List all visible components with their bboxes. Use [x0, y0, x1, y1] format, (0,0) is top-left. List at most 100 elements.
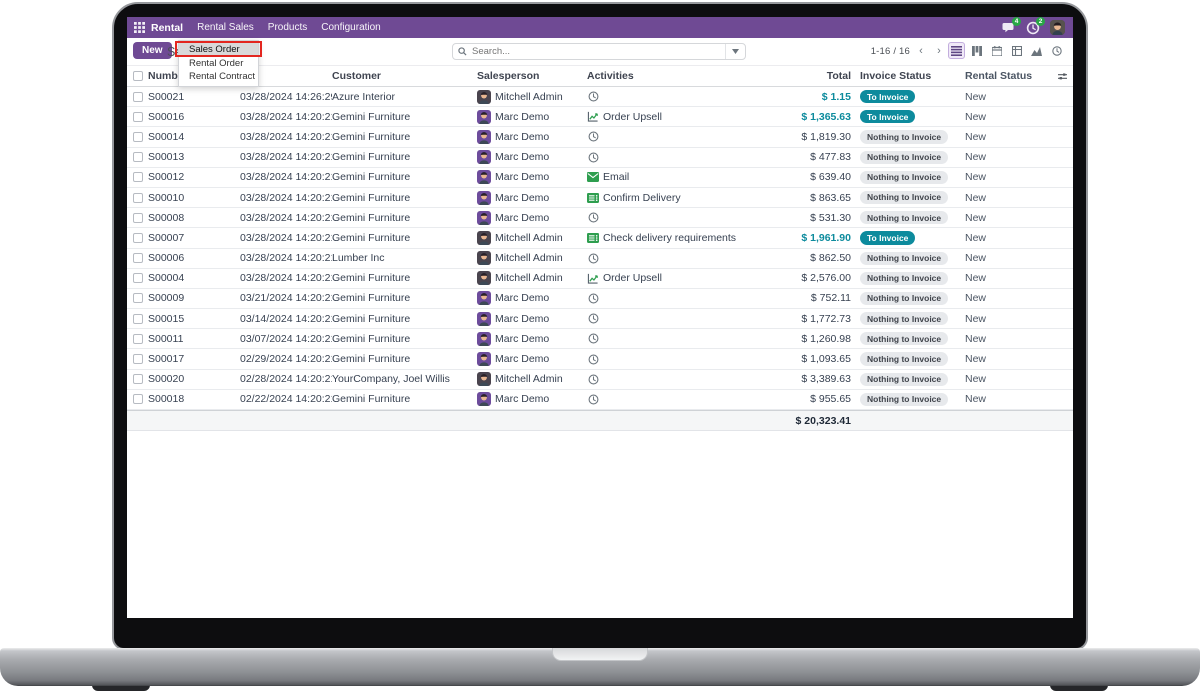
- kanban-view-button[interactable]: [968, 42, 985, 59]
- invoice-status-badge: Nothing to Invoice: [860, 150, 949, 164]
- table-row[interactable]: S00016 03/28/2024 14:20:21 Gemini Furnit…: [127, 107, 1073, 128]
- row-checkbox[interactable]: [132, 354, 143, 365]
- order-date: 02/22/2024 14:20:21: [240, 393, 332, 406]
- search-bar[interactable]: [452, 43, 746, 60]
- table-row[interactable]: S00009 03/21/2024 14:20:21 Gemini Furnit…: [127, 288, 1073, 310]
- customer-name: Gemini Furniture: [332, 110, 411, 123]
- table-row[interactable]: S00006 03/28/2024 14:20:21 Lumber Inc Mi…: [127, 248, 1073, 269]
- row-checkbox[interactable]: [132, 131, 143, 142]
- calendar-view-button[interactable]: [988, 42, 1005, 59]
- header-total[interactable]: Total: [826, 70, 851, 82]
- activity-cell[interactable]: Check delivery requirements: [587, 232, 737, 244]
- activity-cell[interactable]: [587, 333, 737, 345]
- customer-name: Azure Interior: [332, 90, 396, 103]
- activity-cell[interactable]: Confirm Delivery: [587, 192, 737, 204]
- customer-name: Gemini Furniture: [332, 171, 411, 184]
- pivot-view-button[interactable]: [1008, 42, 1025, 59]
- activity-cell[interactable]: Order Upsell: [587, 272, 737, 284]
- pager-prev-button[interactable]: ‹: [913, 43, 929, 59]
- table-row[interactable]: S00017 02/29/2024 14:20:21 Gemini Furnit…: [127, 349, 1073, 370]
- table-row[interactable]: S00008 03/28/2024 14:20:21 Gemini Furnit…: [127, 208, 1073, 229]
- activity-cell[interactable]: [587, 373, 737, 385]
- table-row[interactable]: S00015 03/14/2024 14:20:21 Gemini Furnit…: [127, 309, 1073, 330]
- menu-rental-sales[interactable]: Rental Sales: [197, 22, 254, 33]
- activity-cell[interactable]: [587, 393, 737, 405]
- select-all-checkbox[interactable]: [132, 71, 143, 81]
- order-date: 03/28/2024 14:20:21: [240, 191, 332, 204]
- activity-cell[interactable]: [587, 252, 737, 264]
- table-row[interactable]: S00004 03/28/2024 14:20:21 Gemini Furnit…: [127, 268, 1073, 289]
- list-view-button[interactable]: [948, 42, 965, 59]
- new-button[interactable]: New: [133, 42, 172, 59]
- invoice-status-cell: To Invoice: [851, 90, 956, 104]
- activity-cell[interactable]: Email: [587, 171, 737, 183]
- table-row[interactable]: S00012 03/28/2024 14:20:21 Gemini Furnit…: [127, 167, 1073, 188]
- salesperson-name: Mitchell Admin: [495, 373, 563, 386]
- activity-cell[interactable]: [587, 353, 737, 365]
- menu-configuration[interactable]: Configuration: [321, 22, 381, 33]
- activities-clock-icon[interactable]: 2: [1026, 17, 1045, 35]
- menu-products[interactable]: Products: [267, 22, 308, 33]
- row-checkbox[interactable]: [132, 374, 143, 385]
- search-dropdown-toggle[interactable]: [725, 44, 745, 59]
- row-checkbox[interactable]: [132, 253, 143, 264]
- table-row[interactable]: S00018 02/22/2024 14:20:21 Gemini Furnit…: [127, 389, 1073, 410]
- activity-view-button[interactable]: [1048, 42, 1065, 59]
- header-customer[interactable]: Customer: [332, 70, 382, 82]
- messages-icon[interactable]: 4: [1002, 17, 1021, 35]
- activity-cell[interactable]: [587, 313, 737, 325]
- table-row[interactable]: S00011 03/07/2024 14:20:21 Gemini Furnit…: [127, 329, 1073, 350]
- order-date: 02/28/2024 14:20:21: [240, 373, 332, 386]
- row-checkbox[interactable]: [132, 232, 143, 243]
- pager-next-button[interactable]: ›: [931, 43, 947, 59]
- activity-cell[interactable]: [587, 131, 737, 143]
- topbar-right: 4 2: [1002, 17, 1065, 35]
- header-activities[interactable]: Activities: [587, 70, 634, 82]
- table-row[interactable]: S00007 03/28/2024 14:20:21 Gemini Furnit…: [127, 228, 1073, 249]
- order-total: $ 1,772.73: [801, 312, 851, 325]
- table-row[interactable]: S00021 03/28/2024 14:26:29 Azure Interio…: [127, 87, 1073, 108]
- order-date: 03/28/2024 14:20:21: [240, 171, 332, 184]
- row-checkbox[interactable]: [132, 333, 143, 344]
- activity-cell[interactable]: [587, 212, 737, 224]
- rental-status: New: [965, 332, 987, 345]
- row-checkbox[interactable]: [132, 91, 143, 102]
- row-checkbox[interactable]: [132, 192, 143, 203]
- footer-total: $ 20,323.41: [795, 414, 851, 427]
- header-number[interactable]: Number: [148, 70, 188, 82]
- activity-cell[interactable]: [587, 151, 737, 163]
- row-checkbox[interactable]: [132, 152, 143, 163]
- dropdown-item-rental-order[interactable]: Rental Order: [189, 57, 244, 69]
- row-checkbox[interactable]: [132, 111, 143, 122]
- table-row[interactable]: S00010 03/28/2024 14:20:21 Gemini Furnit…: [127, 187, 1073, 209]
- row-checkbox[interactable]: [132, 313, 143, 324]
- order-number: S00010: [148, 191, 185, 204]
- app-name[interactable]: Rental: [151, 21, 184, 34]
- header-salesperson[interactable]: Salesperson: [477, 70, 540, 82]
- graph-view-button[interactable]: [1028, 42, 1045, 59]
- salesperson-cell: Mitchell Admin: [477, 271, 587, 286]
- search-input[interactable]: [472, 46, 725, 57]
- header-invoice-status[interactable]: Invoice Status: [860, 70, 932, 82]
- salesperson-avatar: [477, 109, 491, 124]
- user-avatar[interactable]: [1050, 20, 1065, 35]
- row-checkbox[interactable]: [132, 273, 143, 284]
- apps-grid-icon[interactable]: [134, 22, 145, 33]
- activity-cell[interactable]: Order Upsell: [587, 111, 737, 123]
- dropdown-item-rental-contract[interactable]: Rental Contract: [189, 71, 256, 82]
- activity-cell[interactable]: [587, 292, 737, 304]
- row-checkbox[interactable]: [132, 394, 143, 405]
- order-date: 03/07/2024 14:20:21: [240, 332, 332, 345]
- salesperson-name: Marc Demo: [495, 393, 550, 406]
- salesperson-avatar: [477, 129, 491, 144]
- dropdown-item-sales-order[interactable]: Sales Order: [179, 43, 258, 57]
- row-checkbox[interactable]: [132, 172, 143, 183]
- row-checkbox[interactable]: [132, 212, 143, 223]
- activity-cell[interactable]: [587, 91, 737, 103]
- table-row[interactable]: S00013 03/28/2024 14:20:21 Gemini Furnit…: [127, 147, 1073, 168]
- row-checkbox[interactable]: [132, 293, 143, 304]
- table-row[interactable]: S00020 02/28/2024 14:20:21 YourCompany, …: [127, 369, 1073, 390]
- header-rental-status[interactable]: Rental Status: [965, 70, 1033, 82]
- optional-columns-icon[interactable]: [1052, 72, 1073, 81]
- table-row[interactable]: S00014 03/28/2024 14:20:21 Gemini Furnit…: [127, 127, 1073, 148]
